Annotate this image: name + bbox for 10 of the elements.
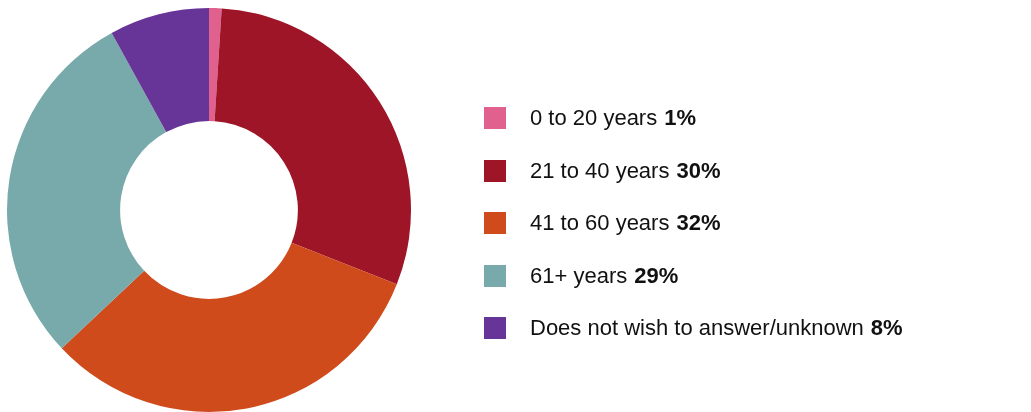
legend-label: 0 to 20 years [530,105,658,132]
data-label: 29% [634,262,679,289]
data-label: 30% [676,157,721,184]
data-label: 32% [676,210,721,237]
data-label: 1% [664,105,696,132]
legend-label: Does not wish to answer/unknown [530,315,864,342]
legend-label: 61+ years [530,262,628,289]
data-label: 8% [870,315,903,342]
legend-label: 21 to 40 years [530,157,670,184]
legend-label: 41 to 60 years [530,210,670,237]
